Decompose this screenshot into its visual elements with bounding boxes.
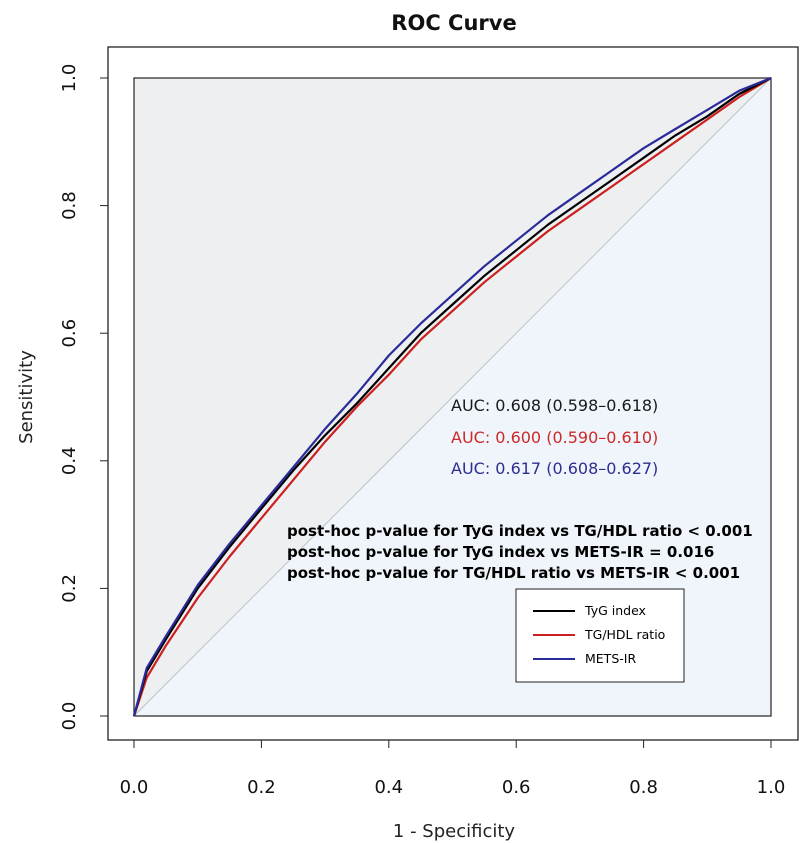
- y-tick-label: 0.2: [59, 574, 80, 603]
- series-line-tyg-index: [132, 77, 772, 717]
- auc-annotation-tyg: AUC: 0.608 (0.598–0.618): [451, 396, 658, 415]
- posthoc-note-1: post-hoc p-value for TyG index vs TG/HDL…: [287, 522, 753, 540]
- auc-annotation-tghdl: AUC: 0.600 (0.590–0.610): [451, 428, 658, 447]
- posthoc-note-2: post-hoc p-value for TyG index vs METS-I…: [287, 543, 714, 561]
- x-tick-label: 0.8: [629, 777, 658, 798]
- y-axis: 0.0 0.2 0.4 0.6 0.8 1.0: [59, 64, 109, 731]
- y-tick-label: 1.0: [59, 64, 80, 93]
- x-tick-label: 0.2: [247, 777, 276, 798]
- y-tick-label: 0.0: [59, 702, 80, 731]
- y-tick-label: 0.6: [59, 319, 80, 348]
- x-tick-label: 0.4: [374, 777, 403, 798]
- series-line-mets-ir: [132, 76, 772, 717]
- chart-title: ROC Curve: [391, 11, 516, 35]
- y-tick-label: 0.4: [59, 446, 80, 475]
- series-line-tg-hdl-ratio: [132, 77, 772, 717]
- inner-plot-frame: [133, 77, 772, 717]
- y-axis-label: Sensitivity: [16, 350, 37, 444]
- legend-label-tghdl: TG/HDL ratio: [584, 627, 665, 642]
- legend: TyG index TG/HDL ratio METS-IR: [515, 588, 685, 683]
- auc-annotation-metsir: AUC: 0.617 (0.608–0.627): [451, 459, 658, 478]
- reference-diagonal: [133, 77, 772, 717]
- roc-series: [132, 76, 772, 717]
- x-tick-label: 1.0: [757, 777, 786, 798]
- x-axis-label: 1 - Specificity: [393, 821, 516, 842]
- x-tick-label: 0.6: [502, 777, 531, 798]
- x-axis: 0.0 0.2 0.4 0.6 0.8 1.0: [120, 739, 786, 798]
- legend-label-metsir: METS-IR: [585, 651, 636, 666]
- x-tick-label: 0.0: [120, 777, 149, 798]
- posthoc-note-3: post-hoc p-value for TG/HDL ratio vs MET…: [287, 564, 740, 582]
- legend-label-tyg: TyG index: [584, 603, 646, 618]
- y-tick-label: 0.8: [59, 191, 80, 220]
